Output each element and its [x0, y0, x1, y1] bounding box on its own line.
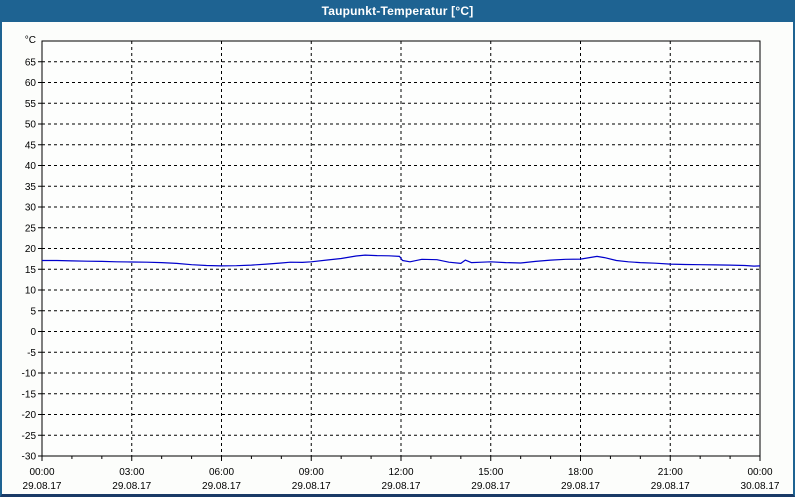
- y-tick-label: 60: [25, 78, 37, 89]
- x-tick-date-label: 29.08.17: [382, 481, 421, 492]
- x-tick-date-label: 30.08.17: [741, 481, 780, 492]
- x-tick-date-label: 29.08.17: [202, 481, 241, 492]
- series-line-taupunkt: [42, 254, 761, 267]
- x-tick-time-label: 21:00: [658, 467, 683, 478]
- y-axis-unit-label: °C: [25, 35, 36, 46]
- x-tick-date-label: 29.08.17: [651, 481, 690, 492]
- y-tick-label: 20: [25, 244, 37, 255]
- y-tick-label: -5: [27, 348, 36, 359]
- y-tick-label: -10: [22, 369, 37, 380]
- x-tick-date-label: 29.08.17: [23, 481, 62, 492]
- y-tick-label: 65: [25, 57, 37, 68]
- chart: 65605550454035302520151050-5-10-15-20-25…: [22, 35, 780, 492]
- y-tick-label: 10: [25, 286, 37, 297]
- y-tick-label: 55: [25, 99, 37, 110]
- x-tick-time-label: 18:00: [568, 467, 593, 478]
- y-tick-label: 5: [30, 306, 36, 317]
- window-title: Taupunkt-Temperatur [°C]: [321, 4, 474, 18]
- y-tick-label: 15: [25, 265, 37, 276]
- x-tick-time-label: 00:00: [747, 467, 772, 478]
- y-tick-label: 25: [25, 223, 37, 234]
- x-tick-time-label: 00:00: [29, 467, 54, 478]
- y-tick-label: -25: [22, 431, 37, 442]
- plot-border: [41, 40, 761, 457]
- x-tick-date-label: 29.08.17: [561, 481, 600, 492]
- y-tick-label: 35: [25, 182, 37, 193]
- x-tick-time-label: 09:00: [299, 467, 324, 478]
- x-tick-date-label: 29.08.17: [112, 481, 151, 492]
- y-tick-label: 45: [25, 140, 37, 151]
- x-tick-time-label: 06:00: [209, 467, 234, 478]
- chart-content: 65 60 55 50 45 40 35 30 25 20 15 10 5 0 -5 -10 -15 -20 -25…: [2, 22, 793, 494]
- x-tick-time-label: 03:00: [119, 467, 144, 478]
- y-tick-label: -15: [22, 389, 37, 400]
- y-tick-label: 50: [25, 120, 37, 131]
- y-tick-label: -20: [22, 410, 37, 421]
- x-tick-date-label: 29.08.17: [471, 481, 510, 492]
- x-tick-time-label: 15:00: [478, 467, 503, 478]
- window-titlebar[interactable]: Taupunkt-Temperatur [°C]: [2, 0, 793, 22]
- plot-background: [42, 41, 760, 456]
- x-tick-date-label: 29.08.17: [292, 481, 331, 492]
- y-tick-label: 30: [25, 203, 37, 214]
- y-tick-label: -30: [22, 452, 37, 463]
- y-tick-label: 40: [25, 161, 37, 172]
- x-tick-time-label: 12:00: [388, 467, 413, 478]
- y-tick-label: 0: [30, 327, 36, 338]
